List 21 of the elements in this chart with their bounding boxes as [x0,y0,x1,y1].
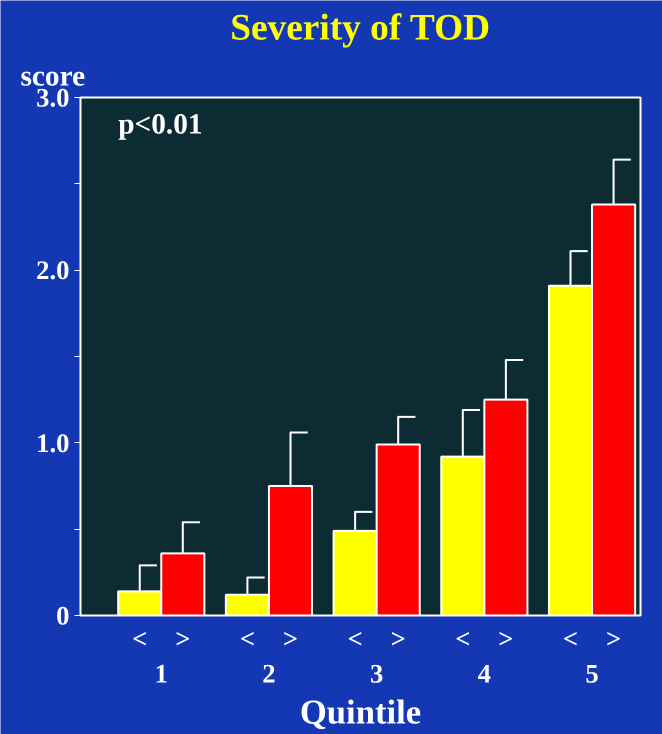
text: > [498,624,514,654]
text: > [282,624,298,654]
text: < [240,624,256,654]
y-tick-label: 0 [56,600,70,630]
annotation: p<0.01 [118,108,203,141]
series-label: < [132,624,148,654]
x-tick-label: 5 [585,658,599,688]
text: < [562,624,578,654]
series-label: > [175,624,190,654]
y-tick-label: 1.0 [36,428,70,458]
y-tick-label: 2.0 [36,255,70,286]
text: < [455,624,470,654]
text: > [606,624,622,654]
text: < [348,624,363,654]
chart-title: Severity of TOD [230,8,490,48]
text: > [390,624,406,654]
x-tick-label: 3 [370,658,384,688]
x-tick-label: 1 [154,658,168,688]
x-axis-title: Quintile [300,694,422,732]
x-tick-label: 2 [262,658,276,688]
x-tick-label: 4 [478,658,492,688]
